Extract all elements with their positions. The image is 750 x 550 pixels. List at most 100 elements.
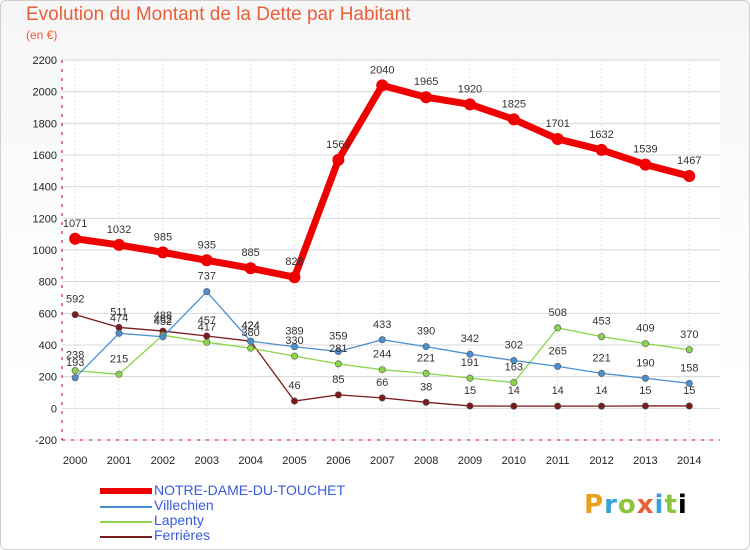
data-label: 221 [417,352,435,364]
data-point [420,91,433,104]
data-point [595,143,608,156]
data-label: 1965 [414,76,438,88]
logo-letter: t [664,490,678,520]
data-point [422,369,430,377]
data-label: 302 [505,340,523,352]
data-label: 433 [373,319,391,331]
data-point [466,402,474,410]
x-tick-label: 2010 [502,455,526,467]
data-label: 15 [683,385,695,397]
data-point [69,232,82,245]
data-point [332,153,345,166]
data-point [290,397,298,405]
data-point [290,352,298,360]
data-point [378,366,386,374]
data-point [71,311,79,319]
data-label: 511 [110,306,128,318]
data-label: 14 [552,385,564,397]
data-point [641,402,649,410]
x-tick-label: 2004 [238,455,262,467]
data-point [71,374,79,382]
data-point [466,350,474,358]
data-point [510,357,518,365]
data-label: 15 [639,385,651,397]
data-label: 508 [549,307,567,319]
data-label: 244 [373,349,391,361]
data-point [200,254,213,267]
y-tick-label: 1800 [33,118,57,130]
data-point [422,398,430,406]
data-label: 38 [420,381,432,393]
line-chart: -200 0 200 400 600 800 1000 1200 1400 1600 1800 200… [33,55,720,467]
data-point [376,79,389,92]
data-label: 2040 [370,64,394,76]
legend-swatch [100,536,152,538]
y-tick-label: 200 [39,372,57,384]
data-point [115,329,123,337]
data-point [378,394,386,402]
data-label: 828 [285,256,303,268]
x-tick-label: 2006 [326,455,350,467]
data-point [71,367,79,375]
data-point [554,324,562,332]
x-tick-label: 2003 [195,455,219,467]
legend-label: Villechien [154,497,214,513]
data-label: 457 [198,315,216,327]
y-tick-label: -200 [35,435,57,447]
data-label: 265 [549,345,567,357]
data-point [683,170,696,183]
x-tick-label: 2014 [677,455,701,467]
data-label: 1569 [326,139,350,151]
logo-letter: i [677,490,688,520]
y-tick-label: 1600 [33,150,57,162]
data-label: 14 [595,385,607,397]
x-tick-label: 2008 [414,455,438,467]
data-label: 1032 [107,224,131,236]
data-point [641,340,649,348]
legend-label: Lapenty [154,512,204,528]
data-label: 452 [154,316,172,328]
data-label: 238 [66,350,84,362]
data-label: 15 [464,385,476,397]
data-label: 1825 [502,98,526,110]
data-label: 453 [592,316,610,328]
data-point [598,402,606,410]
data-label: 409 [636,323,654,335]
data-point [334,360,342,368]
data-label: 85 [332,374,344,386]
x-tick-label: 2012 [589,455,613,467]
data-label: 474 [110,312,128,324]
data-label: 424 [241,320,259,332]
data-label: 389 [285,326,303,338]
chart-unit: (en €) [26,28,58,42]
data-label: 163 [505,362,523,374]
legend-label: NOTRE-DAME-DU-TOUCHET [154,482,346,498]
data-label: 330 [285,335,303,347]
x-tick-label: 2011 [546,455,570,467]
logo-letter: i [654,490,665,520]
data-point [288,271,301,284]
x-tick-label: 2005 [282,455,306,467]
data-point [115,370,123,378]
data-label: 342 [461,333,479,345]
data-point [685,346,693,354]
y-tick-label: 2200 [33,55,57,67]
data-point [466,374,474,382]
data-label: 417 [198,321,216,333]
y-tick-label: 2000 [33,87,57,99]
data-label: 737 [198,271,216,283]
data-point [290,343,298,351]
data-label: 885 [241,247,259,259]
data-point [422,343,430,351]
data-label: 46 [288,380,300,392]
data-label: 1539 [633,144,657,156]
logo-letter: o [617,490,637,520]
data-label: 66 [376,377,388,389]
data-point [247,344,255,352]
data-label: 1071 [63,218,87,230]
data-label: 380 [241,327,259,339]
data-label: 359 [329,330,347,342]
data-point [115,323,123,331]
data-label: 14 [508,385,520,397]
data-point [551,133,564,146]
